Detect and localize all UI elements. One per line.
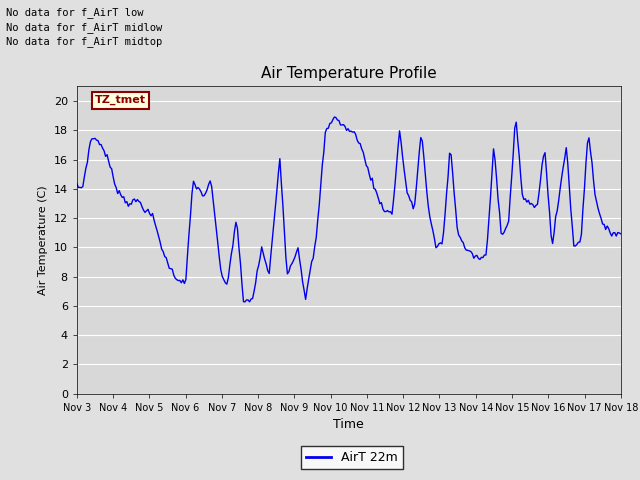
Y-axis label: Air Temperature (C): Air Temperature (C)	[38, 185, 48, 295]
Text: No data for f_AirT midlow: No data for f_AirT midlow	[6, 22, 163, 33]
X-axis label: Time: Time	[333, 418, 364, 431]
Text: TZ_tmet: TZ_tmet	[95, 95, 146, 106]
Text: No data for f_AirT low: No data for f_AirT low	[6, 7, 144, 18]
Text: No data for f_AirT midtop: No data for f_AirT midtop	[6, 36, 163, 47]
Legend: AirT 22m: AirT 22m	[301, 446, 403, 469]
Title: Air Temperature Profile: Air Temperature Profile	[261, 66, 436, 81]
